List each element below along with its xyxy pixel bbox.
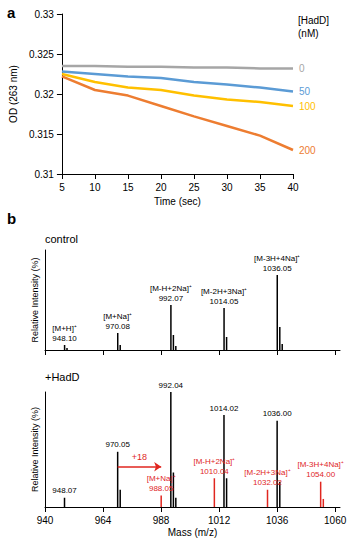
svg-text:970.08: 970.08 [106, 322, 131, 331]
svg-text:[M-H+2Na]⁺: [M-H+2Na]⁺ [150, 284, 192, 293]
svg-text:a: a [7, 4, 16, 21]
svg-text:control: control [45, 233, 78, 245]
svg-text:b: b [7, 210, 16, 227]
svg-text:[M-3H+4Na]⁺: [M-3H+4Na]⁺ [297, 460, 343, 469]
svg-text:1060: 1060 [324, 515, 347, 526]
svg-text:[M-3H+4Na]⁺: [M-3H+4Na]⁺ [254, 254, 300, 263]
svg-text:1036.00: 1036.00 [263, 409, 292, 418]
svg-text:0.315: 0.315 [29, 129, 54, 140]
svg-text:OD (263 nm): OD (263 nm) [8, 65, 19, 123]
svg-text:1032.02: 1032.02 [253, 478, 282, 487]
svg-text:0: 0 [299, 63, 305, 74]
svg-text:[M+Na]⁺: [M+Na]⁺ [103, 312, 132, 321]
svg-text:1036: 1036 [266, 515, 289, 526]
svg-text:992.04: 992.04 [159, 381, 184, 390]
svg-text:988.05: 988.05 [149, 484, 174, 493]
svg-text:100: 100 [299, 101, 316, 112]
svg-text:0.325: 0.325 [29, 49, 54, 60]
svg-text:10: 10 [89, 182, 101, 193]
svg-text:1014.02: 1014.02 [210, 404, 239, 413]
svg-text:988: 988 [153, 515, 170, 526]
svg-text:1054.00: 1054.00 [306, 470, 335, 479]
svg-text:30: 30 [221, 182, 233, 193]
svg-text:992.07: 992.07 [159, 294, 184, 303]
svg-text:1036.05: 1036.05 [263, 264, 292, 273]
svg-text:[M+H]⁺: [M+H]⁺ [52, 324, 77, 333]
svg-text:40: 40 [287, 182, 299, 193]
svg-text:+HadD: +HadD [45, 371, 80, 383]
svg-text:[M-2H+3Na]⁺: [M-2H+3Na]⁺ [201, 287, 247, 296]
svg-text:[M-H+2Na]⁺: [M-H+2Na]⁺ [193, 457, 235, 466]
svg-text:0.33: 0.33 [34, 9, 54, 20]
svg-text:948.07: 948.07 [52, 486, 77, 495]
svg-text:(nM): (nM) [298, 28, 319, 39]
svg-text:35: 35 [254, 182, 266, 193]
svg-text:[HadD]: [HadD] [298, 15, 329, 26]
svg-text:Relative Intensity (%): Relative Intensity (%) [30, 407, 40, 492]
svg-text:15: 15 [122, 182, 134, 193]
svg-text:20: 20 [155, 182, 167, 193]
svg-text:+18: +18 [132, 452, 147, 462]
svg-text:940: 940 [37, 515, 54, 526]
svg-text:50: 50 [299, 86, 311, 97]
svg-text:25: 25 [188, 182, 200, 193]
svg-text:200: 200 [299, 145, 316, 156]
svg-text:[M-2H+3Na]⁺: [M-2H+3Na]⁺ [244, 468, 290, 477]
svg-text:[M+Na]⁺: [M+Na]⁺ [147, 474, 176, 483]
svg-text:1012: 1012 [208, 515, 231, 526]
svg-text:964: 964 [95, 515, 112, 526]
svg-text:1010.04: 1010.04 [200, 467, 229, 476]
svg-text:Relative Intensity (%): Relative Intensity (%) [30, 257, 40, 342]
svg-text:5: 5 [59, 182, 65, 193]
svg-text:948.10: 948.10 [52, 334, 77, 343]
svg-text:0.32: 0.32 [34, 89, 54, 100]
svg-text:0.31: 0.31 [34, 169, 54, 180]
svg-text:1014.05: 1014.05 [210, 297, 239, 306]
svg-text:Mass (m/z): Mass (m/z) [168, 527, 217, 538]
svg-text:Time (sec): Time (sec) [154, 196, 201, 207]
svg-text:970.05: 970.05 [105, 440, 130, 449]
